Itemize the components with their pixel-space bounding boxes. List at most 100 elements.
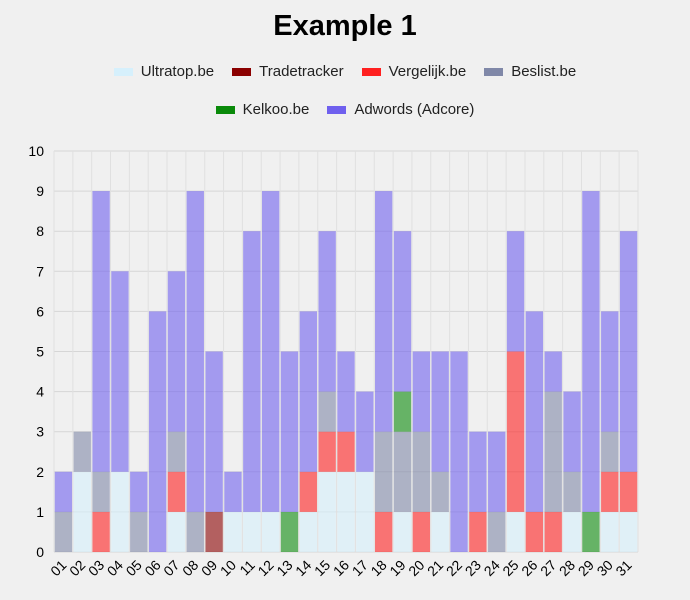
bar-segment [337,471,355,552]
y-tick-label: 2 [36,464,44,480]
bar-segment [544,511,562,552]
bar-segment [582,511,600,552]
bar-segment [488,511,506,552]
bar-segment [619,511,638,552]
bar-segment [601,431,619,472]
y-tick-label: 6 [36,303,44,319]
legend-swatch [215,105,235,114]
legend-item[interactable]: Tradetracker [232,63,344,80]
y-tick-label: 3 [36,424,44,440]
bar-segment [393,511,412,552]
bar-segment [506,231,525,352]
bar-segment [393,391,412,432]
bar-segment [356,391,374,472]
bar-segment [544,351,562,392]
y-tick-label: 10 [28,143,44,159]
bar-segment [54,471,73,512]
legend-item[interactable]: Kelkoo.be [215,101,310,118]
bar-segment [318,391,336,432]
bar-segment [205,351,223,512]
bar-segment [619,471,638,512]
x-tick-label: 31 [612,557,634,579]
bar-segment [525,311,544,512]
bar-segment [412,431,431,512]
y-tick-label: 5 [36,344,44,360]
bar-segment [130,471,148,512]
legend-label: Beslist.be [511,63,577,80]
bar-segment [92,511,110,552]
bar-segment [431,511,449,552]
bar-segment [111,271,129,472]
legend-swatch [113,67,133,76]
bar-segment [563,511,581,552]
legend-label: Kelkoo.be [242,101,310,118]
bar-segment [261,511,280,552]
bar-segment [243,511,261,552]
bar-segment [619,231,638,472]
bar-segment [488,431,506,512]
legend-item[interactable]: Vergelijk.be [361,63,467,80]
bar-segment [601,511,619,552]
legend-item[interactable]: Ultratop.be [113,63,215,80]
bar-segment [92,471,110,512]
bar-segment [469,511,487,552]
bar-segment [167,271,186,432]
legend-swatch [361,67,381,76]
bar-segment [186,511,204,552]
bar-segment [337,431,355,472]
y-tick-label: 1 [36,504,44,520]
bar-segment [73,471,91,552]
bar-segment [224,471,242,512]
legend-label: Adwords (Adcore) [354,101,475,118]
bar-segment [167,511,186,552]
bar-segment [337,351,355,432]
bar-segment [243,231,261,512]
bar-segment [412,511,431,552]
bar-segment [375,191,393,432]
bar-segment [506,351,525,512]
bar-segment [375,511,393,552]
legend-row: Kelkoo.be Adwords (Adcore) [0,101,690,118]
bar-segment [261,191,280,512]
bar-segment [318,231,336,392]
bar-segment [299,511,317,552]
bar-segment [280,351,299,512]
legend-swatch [232,67,252,76]
bar-segment [601,471,619,512]
bar-segment [525,511,544,552]
bar-segment [186,191,204,512]
y-tick-label: 9 [36,183,44,199]
bar-segment [412,351,431,432]
bar-segment [431,351,449,472]
legend-item[interactable]: Adwords (Adcore) [327,101,474,118]
bar-segment [318,471,336,552]
y-tick-label: 7 [36,263,44,279]
bar-segment [224,511,242,552]
bar-segment [205,511,223,552]
bar-segment [280,511,299,552]
bar-segment [130,511,148,552]
bar-segment [299,311,317,472]
legend-swatch [327,105,347,114]
bar-segment [92,191,110,472]
bar-segment [148,311,167,552]
bar-segment [299,471,317,512]
bar-segment [111,471,129,552]
bar-segment [582,191,600,512]
y-tick-label: 8 [36,223,44,239]
bar-segment [506,511,525,552]
bar-segment [167,431,186,472]
bar-segment [356,471,374,552]
bar-segment [54,511,73,552]
legend-item[interactable]: Beslist.be [484,63,576,80]
bar-segment [563,471,581,512]
bar-segment [73,431,91,472]
bar-segment [544,391,562,512]
bar-segment [318,431,336,472]
bar-segment [601,311,619,432]
y-tick-label: 0 [36,544,44,560]
legend-row: Ultratop.be Tradetracker Vergelijk.be Besli… [0,63,690,80]
legend-label: Vergelijk.be [388,63,467,80]
legend-label: Ultratop.be [140,63,215,80]
bar-segment [563,391,581,472]
